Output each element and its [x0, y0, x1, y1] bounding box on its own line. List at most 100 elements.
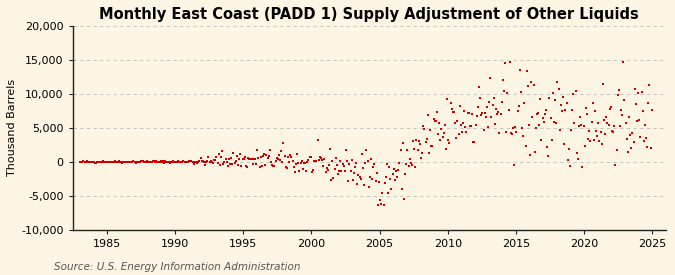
Point [85, 160, 96, 164]
Point [310, 158, 321, 163]
Point [165, 160, 176, 165]
Point [265, 148, 275, 152]
Point [316, 156, 327, 160]
Point [219, 160, 230, 164]
Point [435, 138, 446, 142]
Point [489, 122, 500, 126]
Point [549, 120, 560, 124]
Point [401, 162, 412, 166]
Point [522, 84, 533, 88]
Point [543, 153, 554, 158]
Point [192, 161, 202, 165]
Point [454, 104, 465, 108]
Point [396, 187, 407, 191]
Point [521, 68, 532, 73]
Point [643, 101, 654, 106]
Point [444, 141, 455, 145]
Point [138, 160, 149, 164]
Point [479, 111, 490, 115]
Point [171, 160, 182, 164]
Point [300, 161, 310, 166]
Point [304, 155, 315, 160]
Point [230, 161, 240, 165]
Point [571, 150, 582, 155]
Point [605, 104, 616, 109]
Point [82, 159, 93, 164]
Point [535, 97, 546, 102]
Point [587, 101, 598, 105]
Point [367, 177, 377, 182]
Point [529, 150, 540, 154]
Point [267, 163, 277, 167]
Point [80, 160, 91, 164]
Point [111, 160, 122, 164]
Point [194, 159, 205, 163]
Point [318, 164, 329, 168]
Point [619, 98, 630, 102]
Point [578, 124, 589, 128]
Point [350, 165, 360, 169]
Point [388, 167, 399, 172]
Point [389, 178, 400, 182]
Point [140, 160, 151, 164]
Point [476, 113, 487, 117]
Point [215, 155, 226, 160]
Point [387, 172, 398, 176]
Point [198, 160, 209, 164]
Point [584, 129, 595, 133]
Point [474, 85, 485, 90]
Point [97, 160, 107, 165]
Point [128, 159, 139, 164]
Point [327, 159, 338, 163]
Point [148, 159, 159, 163]
Point [616, 108, 626, 112]
Point [140, 160, 151, 164]
Point [107, 160, 118, 164]
Point [193, 160, 204, 164]
Point [278, 141, 289, 145]
Point [524, 153, 535, 157]
Point [395, 148, 406, 153]
Point [110, 159, 121, 163]
Point [579, 144, 590, 148]
Point [173, 160, 184, 164]
Point [561, 101, 572, 105]
Point [639, 122, 650, 127]
Point [425, 128, 435, 133]
Point [225, 162, 236, 166]
Point [183, 160, 194, 165]
Point [423, 113, 433, 118]
Point [311, 158, 322, 163]
Point [443, 138, 454, 142]
Point [146, 160, 157, 164]
Point [127, 160, 138, 164]
Point [567, 108, 578, 112]
Point [628, 139, 639, 144]
Point [330, 156, 341, 160]
Point [87, 160, 98, 164]
Point [188, 162, 199, 166]
Point [639, 139, 649, 143]
Point [302, 160, 313, 164]
Point [501, 130, 512, 135]
Point [413, 139, 424, 143]
Point [90, 160, 101, 165]
Point [196, 159, 207, 163]
Point [82, 159, 92, 163]
Point [383, 191, 394, 196]
Point [625, 133, 636, 138]
Point [452, 119, 463, 124]
Point [213, 152, 224, 156]
Point [333, 172, 344, 176]
Point [190, 160, 201, 164]
Point [411, 138, 422, 142]
Point [317, 158, 327, 162]
Point [637, 109, 648, 113]
Point [556, 102, 566, 107]
Point [254, 165, 265, 169]
Point [335, 159, 346, 163]
Point [591, 129, 601, 133]
Point [547, 90, 558, 95]
Point [246, 156, 257, 161]
Point [331, 163, 342, 167]
